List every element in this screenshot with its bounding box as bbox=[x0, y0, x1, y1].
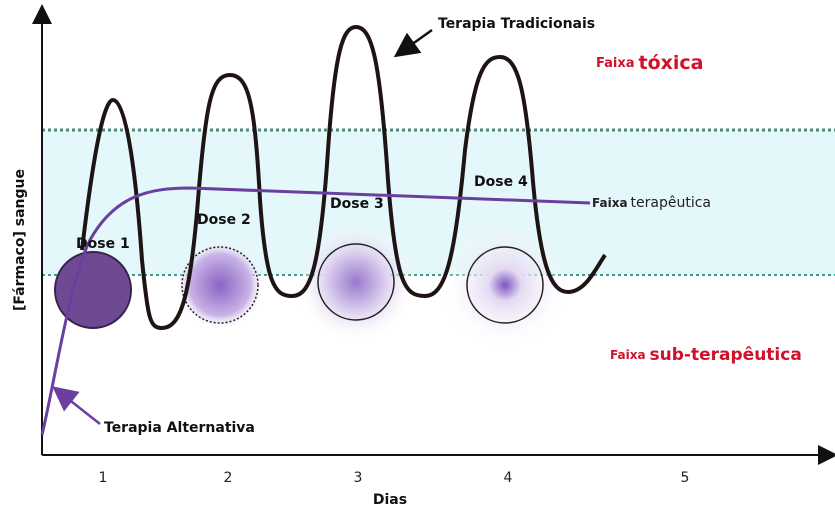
dose-label: Dose 2 bbox=[197, 212, 251, 228]
subtherapeutic-label: Faixa sub-terapêutica bbox=[610, 345, 802, 365]
x-tick-label: 5 bbox=[681, 470, 690, 486]
subtherapeutic-prefix: Faixa bbox=[610, 348, 646, 362]
toxic-prefix: Faixa bbox=[596, 56, 635, 71]
therapeutic-band bbox=[42, 130, 835, 275]
therapeutic-emphasis: terapêutica bbox=[631, 195, 711, 211]
x-tick-label: 2 bbox=[224, 470, 233, 486]
x-tick-label: 4 bbox=[504, 470, 513, 486]
x-tick-label: 3 bbox=[354, 470, 363, 486]
dose-4-cloud bbox=[440, 220, 570, 350]
toxic-label: Faixa tóxica bbox=[596, 52, 704, 74]
x-tick-label: 1 bbox=[99, 470, 108, 486]
traditional-arrow bbox=[404, 30, 432, 50]
alternative-arrow bbox=[62, 394, 100, 424]
dose-label: Dose 4 bbox=[474, 174, 528, 190]
toxic-emphasis: tóxica bbox=[639, 52, 704, 74]
subtherapeutic-emphasis: sub-terapêutica bbox=[650, 345, 802, 365]
dose-label: Dose 1 bbox=[76, 236, 130, 252]
x-axis-label: Dias bbox=[373, 492, 407, 508]
traditional-label: Terapia Tradicionais bbox=[438, 16, 595, 32]
therapeutic-prefix: Faixa bbox=[592, 196, 628, 210]
dose-3-cloud bbox=[296, 222, 416, 342]
alternative-label: Terapia Alternativa bbox=[104, 420, 255, 436]
y-axis-label: [Fármaco] sangue bbox=[12, 169, 28, 311]
dose-label: Dose 3 bbox=[330, 196, 384, 212]
diagram: Terapia Tradicionais Terapia Alternativa… bbox=[0, 0, 835, 511]
